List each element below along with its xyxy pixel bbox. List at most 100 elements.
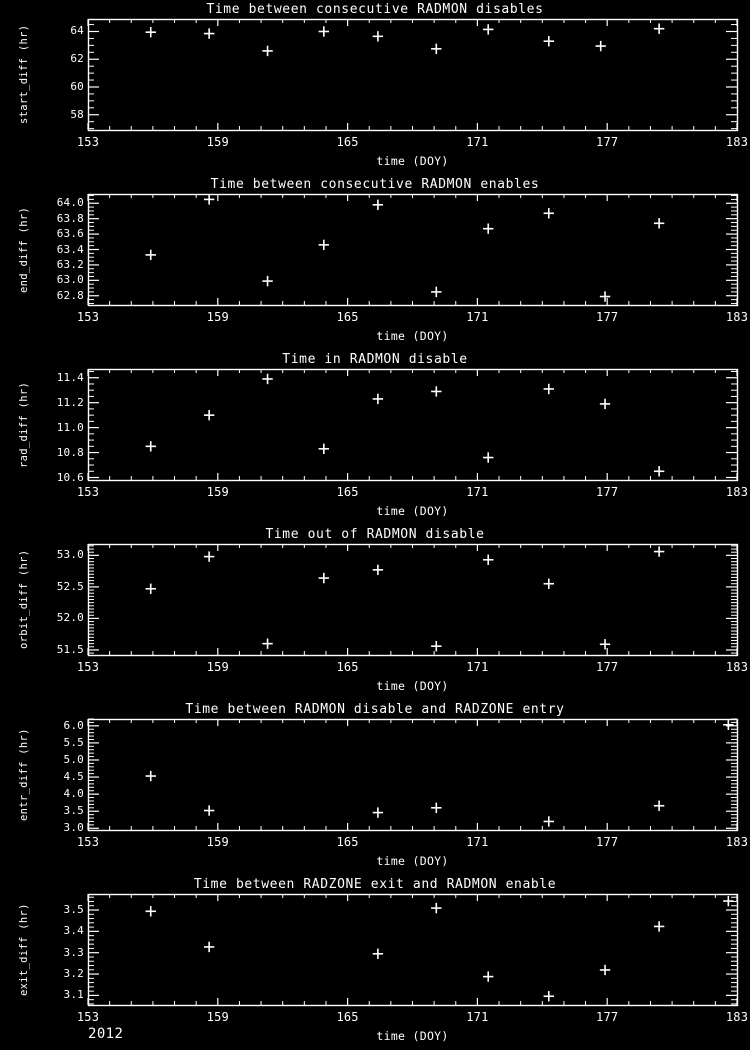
y-tick-label: 5.5 bbox=[63, 735, 84, 749]
y-tick-label: 64 bbox=[70, 24, 84, 38]
y-tick-label: 63.0 bbox=[56, 273, 84, 287]
y-tick-label: 3.4 bbox=[63, 924, 84, 938]
data-point bbox=[203, 551, 215, 562]
y-axis-label: orbit_diff (hr) bbox=[18, 549, 30, 649]
y-tick-label: 63.4 bbox=[56, 242, 84, 256]
y-tick-label: 5.0 bbox=[63, 752, 84, 766]
plot-panel: Time between RADZONE exit and RADMON ena… bbox=[0, 875, 750, 1050]
y-tick-label: 11.2 bbox=[56, 395, 84, 409]
data-point bbox=[599, 291, 611, 302]
x-tick-label: 159 bbox=[206, 485, 229, 499]
x-tick-label: 159 bbox=[206, 835, 229, 849]
y-tick-label: 3.0 bbox=[63, 821, 84, 835]
y-tick-label: 3.3 bbox=[63, 945, 84, 959]
y-tick-label: 4.0 bbox=[63, 787, 84, 801]
x-tick-label: 177 bbox=[596, 1010, 619, 1024]
x-tick-label: 177 bbox=[596, 485, 619, 499]
data-point bbox=[543, 383, 554, 395]
data-point bbox=[372, 948, 384, 959]
panel-title: Time between RADMON disable and RADZONE … bbox=[185, 702, 565, 717]
x-tick-label: 165 bbox=[336, 485, 359, 499]
data-point bbox=[372, 31, 384, 42]
x-tick-label: 183 bbox=[725, 835, 749, 849]
plot-area bbox=[87, 18, 739, 132]
data-point bbox=[318, 26, 330, 37]
data-point bbox=[483, 24, 494, 35]
data-point bbox=[483, 971, 494, 982]
x-axis-label: time (DOY) bbox=[376, 329, 449, 343]
plot-area bbox=[87, 718, 739, 832]
x-tick-label: 165 bbox=[336, 835, 359, 849]
y-axis-label: rad_diff (hr) bbox=[18, 381, 30, 468]
plot-panel: Time between consecutive RADMON disables… bbox=[0, 0, 750, 175]
plot-area bbox=[87, 543, 739, 657]
data-point bbox=[543, 578, 554, 589]
y-axis-label: start_diff (hr) bbox=[18, 24, 30, 124]
data-point bbox=[372, 564, 384, 576]
data-point bbox=[145, 583, 156, 594]
y-tick-label: 11.4 bbox=[56, 370, 84, 384]
data-point bbox=[262, 45, 273, 57]
y-tick-label: 3.5 bbox=[63, 804, 84, 818]
y-tick-label: 6.0 bbox=[63, 718, 84, 732]
data-point bbox=[723, 719, 734, 731]
data-series bbox=[145, 23, 665, 57]
x-tick-label: 183 bbox=[725, 660, 749, 674]
x-tick-label: 159 bbox=[206, 135, 229, 149]
panel-title: Time out of RADMON disable bbox=[265, 527, 485, 542]
x-tick-label: 153 bbox=[76, 660, 100, 674]
x-tick-label: 183 bbox=[725, 135, 749, 149]
x-tick-label: 171 bbox=[466, 485, 489, 499]
x-axis-label: time (DOY) bbox=[376, 504, 449, 518]
y-axis-label: entr_diff (hr) bbox=[18, 728, 30, 821]
data-point bbox=[599, 964, 611, 976]
data-point bbox=[431, 286, 442, 298]
data-point bbox=[203, 28, 215, 39]
data-point bbox=[431, 386, 442, 397]
data-point bbox=[543, 36, 554, 47]
plot-area bbox=[87, 368, 739, 482]
x-tick-label: 159 bbox=[206, 1010, 229, 1024]
panel-title: Time between consecutive RADMON disables bbox=[206, 2, 544, 17]
data-point bbox=[203, 941, 215, 953]
y-tick-label: 10.6 bbox=[56, 470, 84, 484]
y-tick-label: 51.5 bbox=[56, 642, 84, 656]
data-point bbox=[145, 770, 156, 782]
plot-panel: Time between RADMON disable and RADZONE … bbox=[0, 700, 750, 875]
data-point bbox=[653, 466, 665, 477]
x-tick-label: 183 bbox=[725, 485, 749, 499]
data-point bbox=[145, 906, 156, 917]
data-point bbox=[431, 640, 442, 652]
x-tick-label: 177 bbox=[596, 660, 619, 674]
data-point bbox=[318, 239, 330, 251]
x-axis-label: time (DOY) bbox=[376, 854, 449, 868]
data-point bbox=[372, 393, 384, 405]
plot-area bbox=[87, 893, 739, 1007]
data-point bbox=[723, 895, 734, 907]
panel-title: Time in RADMON disable bbox=[282, 352, 468, 367]
data-point bbox=[318, 572, 330, 584]
y-axis-label: end_diff (hr) bbox=[18, 206, 30, 293]
data-point bbox=[262, 373, 273, 385]
data-point bbox=[653, 218, 665, 229]
x-tick-label: 165 bbox=[336, 660, 359, 674]
plot-panel: Time out of RADMON disable 51.5 52.0 52.5 53… bbox=[0, 525, 750, 700]
data-series bbox=[145, 373, 665, 477]
plot-panel: Time between consecutive RADMON enables 6… bbox=[0, 175, 750, 350]
data-point bbox=[543, 208, 554, 219]
x-tick-label: 159 bbox=[206, 660, 229, 674]
y-tick-label: 58 bbox=[70, 107, 84, 121]
year-label: 2012 bbox=[88, 1026, 124, 1042]
data-point bbox=[262, 638, 273, 649]
x-tick-label: 159 bbox=[206, 310, 229, 324]
data-point bbox=[431, 902, 442, 914]
y-tick-label: 64.0 bbox=[56, 196, 84, 210]
data-point bbox=[372, 807, 384, 818]
data-series bbox=[145, 546, 665, 652]
y-tick-label: 10.8 bbox=[56, 445, 84, 459]
x-tick-label: 183 bbox=[725, 310, 749, 324]
y-tick-label: 3.1 bbox=[63, 988, 84, 1002]
x-tick-label: 177 bbox=[596, 310, 619, 324]
y-axis-label: exit_diff (hr) bbox=[18, 903, 30, 996]
y-tick-label: 60 bbox=[70, 79, 84, 93]
